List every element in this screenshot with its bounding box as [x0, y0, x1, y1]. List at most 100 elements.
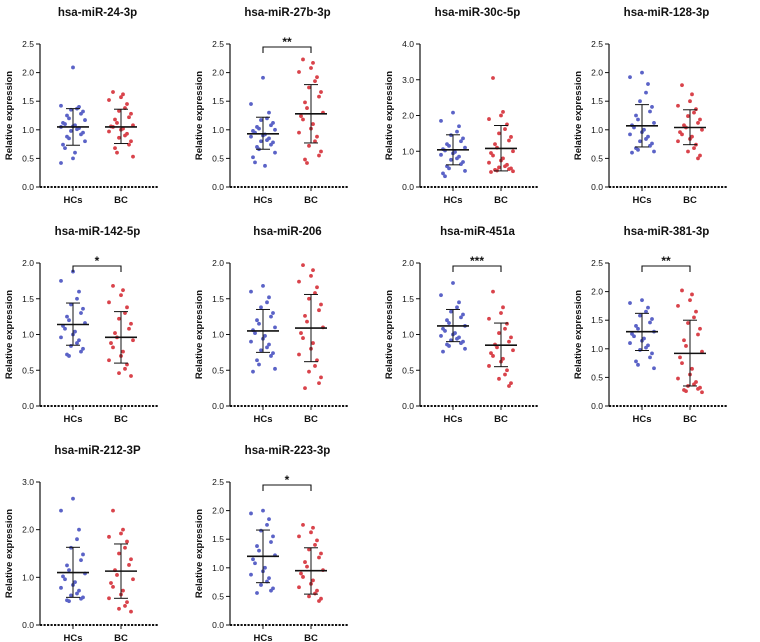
- data-point: [71, 496, 75, 501]
- data-point: [77, 289, 81, 294]
- data-point: [263, 163, 267, 168]
- data-point: [255, 544, 259, 548]
- data-point: [507, 167, 511, 172]
- data-point: [489, 170, 493, 174]
- y-tick-label: 1.5: [22, 294, 34, 304]
- data-point: [249, 511, 253, 516]
- data-point: [491, 76, 495, 80]
- data-point: [317, 308, 321, 313]
- data-point: [439, 152, 443, 157]
- data-point: [447, 321, 451, 325]
- data-point: [696, 121, 700, 125]
- data-point: [449, 157, 453, 162]
- data-point: [686, 114, 690, 118]
- data-point: [301, 117, 305, 122]
- significance-bracket: [72, 265, 122, 272]
- data-point: [115, 121, 119, 125]
- data-point: [501, 110, 505, 114]
- data-point: [487, 316, 491, 321]
- chart-title: hsa-miR-128-3p: [624, 7, 710, 19]
- y-tick-label: 0.0: [402, 182, 414, 192]
- data-point: [493, 142, 497, 147]
- data-point: [77, 338, 81, 343]
- significance-bracket: [262, 484, 312, 491]
- data-point: [63, 577, 67, 582]
- chart-panel-4: hsa-miR-128-3p Relative expression 0.0 0.5 1…: [573, 7, 727, 206]
- data-point: [67, 136, 71, 141]
- y-tick-label: 1.5: [212, 534, 224, 544]
- data-point: [75, 591, 79, 596]
- y-tick-label: 1.5: [212, 294, 224, 304]
- data-point: [463, 346, 467, 351]
- x-tick-label: BC: [114, 195, 128, 206]
- chart-title: hsa-miR-24-3p: [58, 7, 137, 19]
- data-point: [121, 92, 125, 97]
- data-point: [459, 315, 463, 320]
- data-point: [511, 348, 515, 353]
- data-point: [77, 527, 81, 532]
- data-point: [311, 122, 315, 126]
- data-point: [69, 593, 73, 598]
- x-tick-label: HCs: [253, 633, 272, 642]
- data-point: [125, 600, 129, 605]
- data-point: [257, 362, 261, 367]
- data-point: [131, 577, 135, 582]
- data-point: [307, 547, 311, 552]
- data-point: [628, 301, 632, 305]
- data-point: [439, 118, 443, 123]
- data-point: [311, 578, 315, 583]
- data-point: [501, 356, 505, 361]
- data-point: [499, 113, 503, 118]
- data-point: [297, 279, 301, 284]
- chart-title: hsa-miR-212-3P: [54, 445, 141, 457]
- data-point: [313, 543, 317, 547]
- significance-marker: *: [95, 254, 100, 268]
- data-point: [441, 171, 445, 176]
- data-point: [459, 162, 463, 167]
- data-point: [261, 283, 265, 288]
- data-point: [59, 508, 63, 513]
- data-point: [259, 348, 263, 353]
- data-point: [107, 98, 111, 102]
- significance-marker: **: [282, 35, 292, 49]
- data-point: [690, 92, 694, 97]
- data-point: [688, 298, 692, 303]
- data-point: [271, 311, 275, 315]
- x-tick-label: BC: [683, 195, 697, 206]
- data-point: [123, 545, 127, 550]
- data-point: [109, 581, 113, 585]
- significance-marker: *: [285, 473, 290, 487]
- chart-panel-3: hsa-miR-30c-5p Relative expression 0.0 1.0 2…: [384, 7, 538, 206]
- chart-panel-7: hsa-miR-451a Relative expression 0.0 0.5 1.0…: [384, 226, 538, 425]
- data-point: [117, 371, 121, 376]
- data-point: [265, 345, 269, 350]
- y-tick-label: 1.0: [212, 125, 224, 135]
- data-point: [121, 288, 125, 293]
- data-point: [491, 289, 495, 294]
- data-point: [698, 153, 702, 158]
- y-tick-label: 1.5: [402, 294, 414, 304]
- data-point: [259, 528, 263, 533]
- y-tick-label: 1.5: [591, 96, 603, 106]
- data-point: [81, 552, 85, 557]
- chart-title: hsa-miR-142-5p: [55, 226, 141, 238]
- data-point: [79, 349, 83, 354]
- data-point: [696, 156, 700, 161]
- data-point: [79, 132, 83, 137]
- y-tick-label: 0.0: [212, 401, 224, 411]
- data-point: [682, 338, 686, 343]
- data-point: [297, 130, 301, 135]
- data-point: [499, 311, 503, 315]
- data-point: [680, 361, 684, 365]
- data-point: [694, 107, 698, 112]
- data-point: [73, 150, 77, 155]
- data-point: [443, 329, 447, 333]
- data-point: [439, 293, 443, 298]
- data-point: [81, 346, 85, 351]
- data-point: [131, 154, 135, 159]
- data-point: [684, 344, 688, 348]
- significance-bracket: [262, 46, 312, 53]
- data-point: [297, 352, 301, 357]
- data-point: [628, 341, 632, 345]
- data-point: [455, 156, 459, 161]
